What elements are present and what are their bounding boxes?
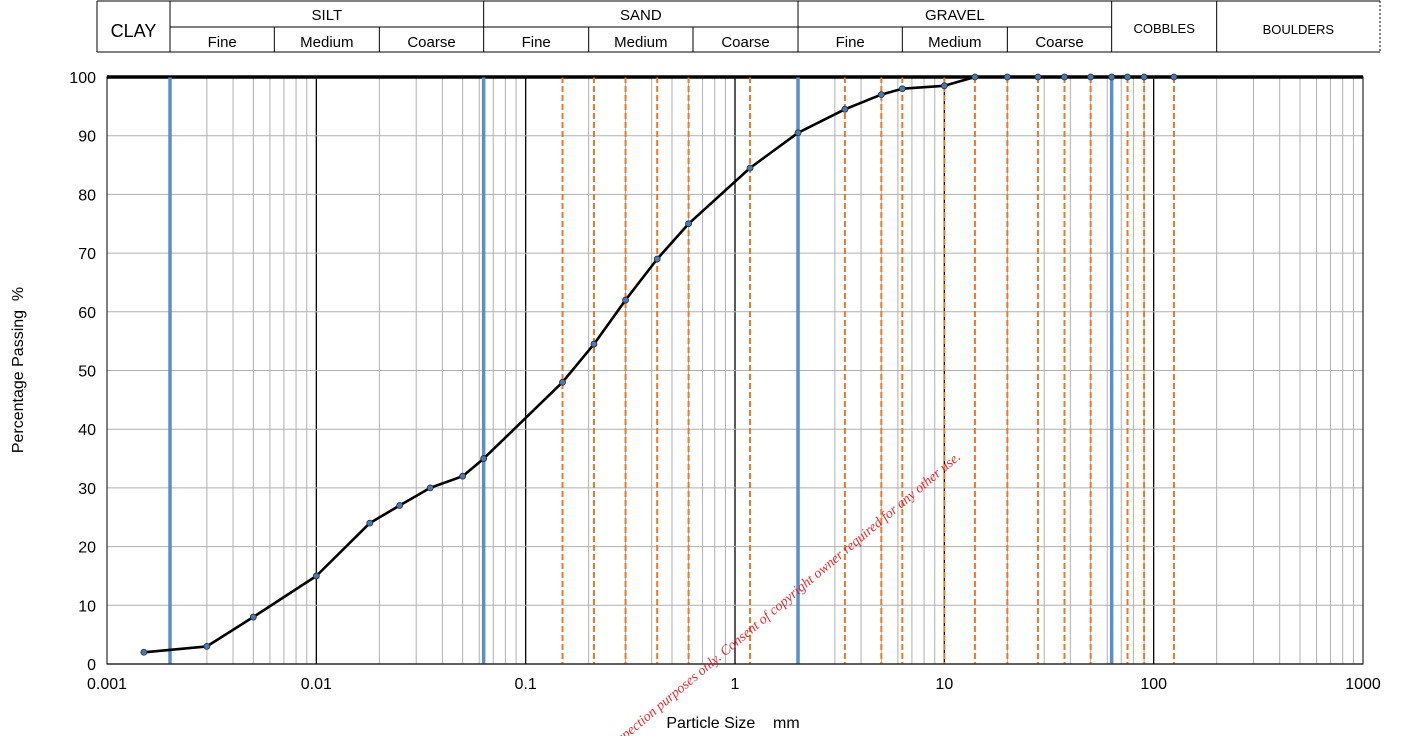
sieve-lines xyxy=(482,77,1175,664)
data-point xyxy=(366,519,374,527)
y-tick-label: 0 xyxy=(87,657,96,674)
data-point xyxy=(971,73,979,81)
y-tick-label: 30 xyxy=(78,481,96,498)
x-tick-label: 1 xyxy=(731,676,740,693)
header-sub-coarse: Coarse xyxy=(407,34,455,51)
data-point xyxy=(898,85,906,93)
header-group-gravel: GRAVEL xyxy=(925,7,985,24)
data-point xyxy=(1170,73,1178,81)
x-tick-labels: 0.001 0.01 0.1 1 10 100 1000 xyxy=(87,676,1381,693)
data-point xyxy=(426,484,434,492)
data-point xyxy=(203,642,211,650)
data-point xyxy=(559,378,566,386)
y-tick-label: 20 xyxy=(78,540,96,557)
data-point xyxy=(1087,73,1095,81)
y-tick-label: 60 xyxy=(78,305,96,322)
header-sub-medium: Medium xyxy=(614,34,667,51)
data-point xyxy=(685,220,692,228)
y-tick-label: 40 xyxy=(78,422,96,439)
data-point xyxy=(1140,73,1148,81)
y-tick-label: 100 xyxy=(69,70,96,87)
header-sub-coarse: Coarse xyxy=(721,34,769,51)
grading-curve xyxy=(140,73,1178,656)
data-point xyxy=(653,255,661,263)
data-point xyxy=(459,472,467,480)
x-tick-label: 0.01 xyxy=(301,676,332,693)
x-axis-label: Particle Size mm xyxy=(666,715,799,732)
data-point xyxy=(396,502,404,509)
y-tick-label: 90 xyxy=(78,129,96,146)
plot-frame xyxy=(106,76,1364,665)
y-tick-labels: 0 10 20 30 40 50 60 70 80 90 100 xyxy=(69,70,96,674)
data-point xyxy=(1061,73,1068,81)
header-sub-fine: Fine xyxy=(836,34,865,51)
header-sub-coarse: Coarse xyxy=(1035,34,1083,51)
x-tick-label: 0.1 xyxy=(515,676,537,693)
y-axis-label: Percentage Passing % xyxy=(10,287,27,453)
header-group-sand: SAND xyxy=(620,7,662,24)
data-point xyxy=(1108,73,1116,81)
y-tick-label: 10 xyxy=(78,598,96,615)
data-point xyxy=(746,164,754,172)
data-point xyxy=(877,91,885,99)
grading-curve-line xyxy=(143,75,1174,654)
header-group-silt: SILT xyxy=(312,7,343,24)
header-cobbles: COBBLES xyxy=(1133,21,1195,36)
x-tick-label: 10 xyxy=(935,676,953,693)
data-point xyxy=(1124,73,1131,81)
x-tick-label: 0.001 xyxy=(87,676,127,693)
data-point xyxy=(794,129,802,137)
y-tick-label: 50 xyxy=(78,364,96,381)
boundary-lines xyxy=(168,77,1114,664)
classification-header: CLAY SILT Fine Medium Coarse SAND Fine Medium Co… xyxy=(96,0,1381,53)
y-tick-label: 70 xyxy=(78,246,96,263)
header-boulders: BOULDERS xyxy=(1263,22,1335,37)
data-point xyxy=(590,340,598,348)
watermark-text: For inspection purposes only. Consent of… xyxy=(587,450,964,736)
data-point xyxy=(1003,73,1011,81)
x-tick-label: 100 xyxy=(1140,676,1167,693)
data-point xyxy=(140,648,148,656)
data-point xyxy=(249,613,257,621)
header-sub-medium: Medium xyxy=(300,34,353,51)
data-point xyxy=(1034,73,1042,81)
data-point xyxy=(312,572,320,580)
chart-grid xyxy=(107,75,1363,665)
y-tick-label: 80 xyxy=(78,187,96,204)
header-sub-medium: Medium xyxy=(928,34,981,51)
header-sub-fine: Fine xyxy=(208,34,237,51)
data-point xyxy=(480,455,488,462)
data-point xyxy=(622,296,629,304)
x-tick-label: 1000 xyxy=(1345,676,1381,693)
data-point xyxy=(841,105,849,113)
header-sub-fine: Fine xyxy=(522,34,551,51)
header-clay: CLAY xyxy=(111,21,157,41)
data-point xyxy=(940,82,948,90)
